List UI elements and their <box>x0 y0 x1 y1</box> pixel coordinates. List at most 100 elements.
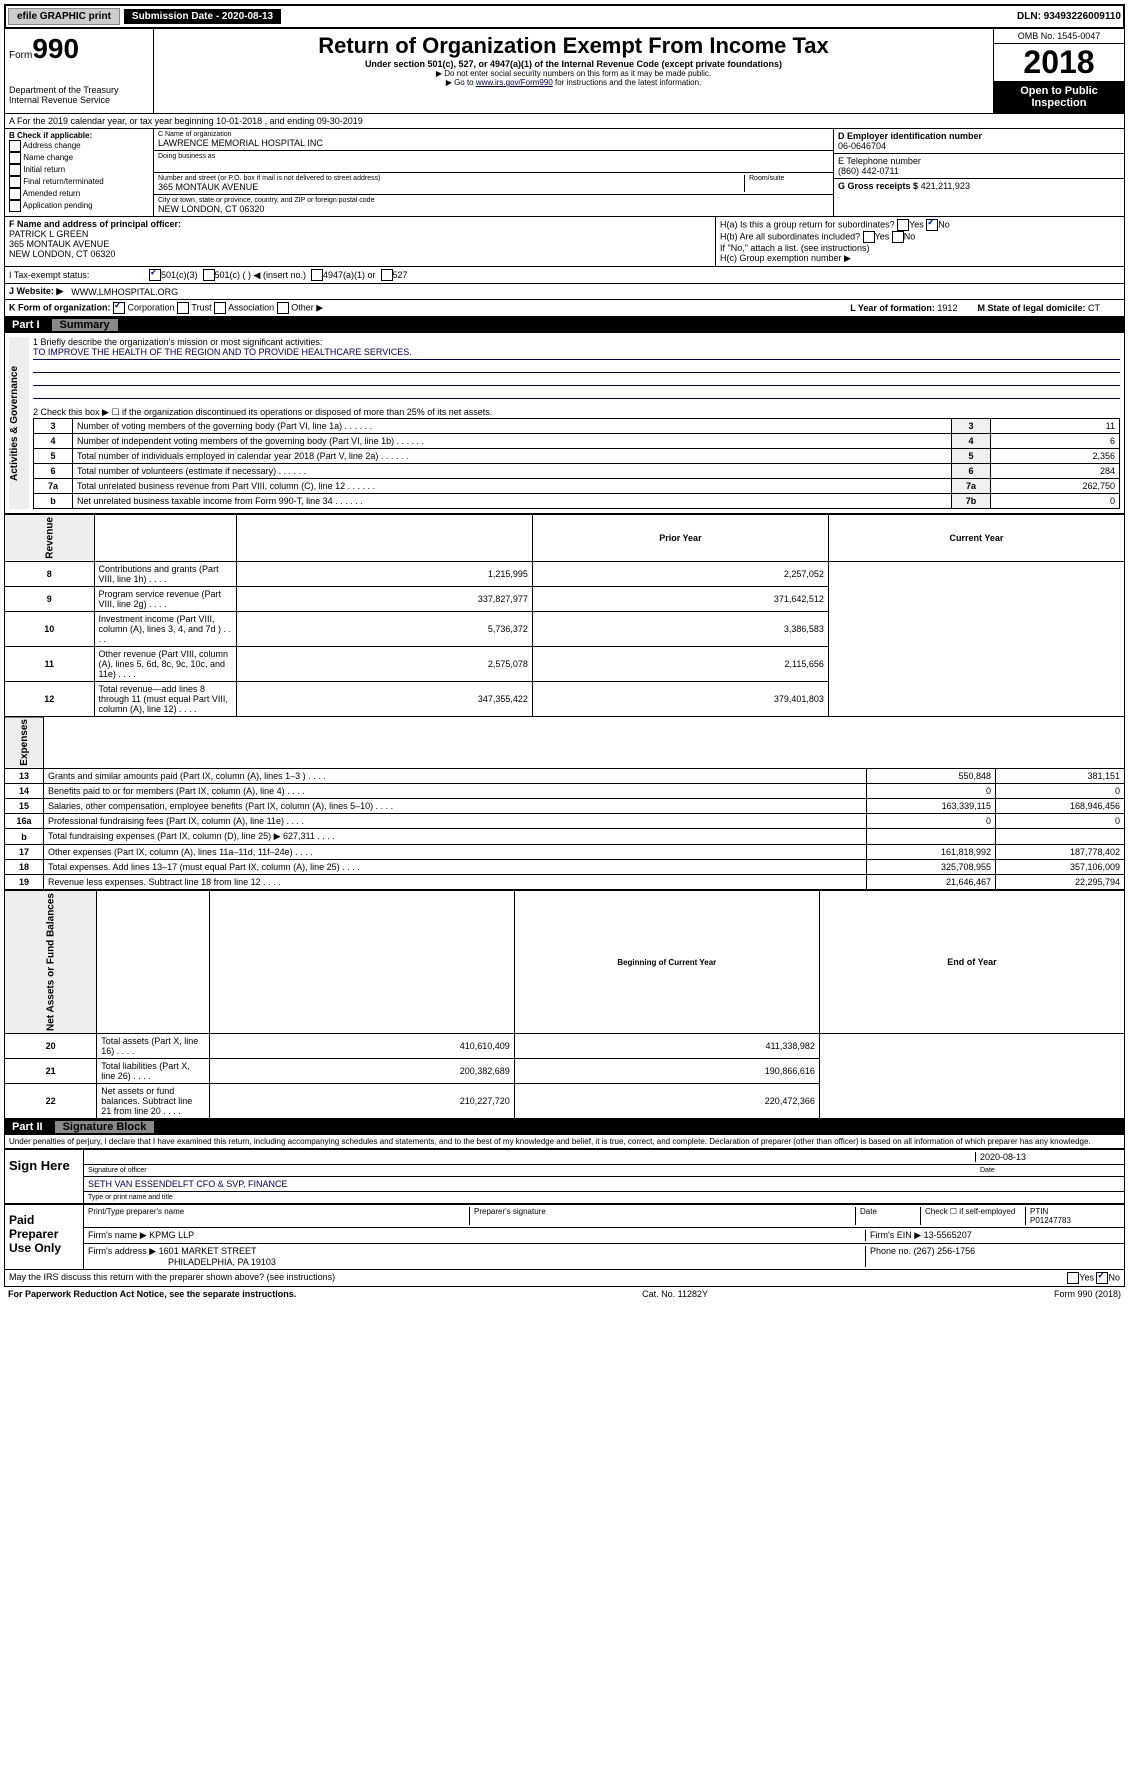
table-row: bTotal fundraising expenses (Part IX, co… <box>5 829 1125 845</box>
hb-note: If "No," attach a list. (see instruction… <box>720 243 1120 253</box>
opt-501c3[interactable]: 501(c)(3) <box>161 270 198 280</box>
sign-here-label: Sign Here <box>5 1150 83 1203</box>
dln: DLN: 93493226009110 <box>1017 11 1121 22</box>
m-value: CT <box>1088 303 1100 313</box>
discuss-q: May the IRS discuss this return with the… <box>9 1272 335 1284</box>
org-form-row: K Form of organization: Corporation Trus… <box>4 300 1125 317</box>
netassets-table: Net Assets or Fund Balances Beginning of… <box>4 890 1125 1119</box>
efile-button[interactable]: efile GRAPHIC print <box>8 8 120 25</box>
website-label: J Website: ▶ <box>9 286 71 297</box>
firm-addr-lbl: Firm's address ▶ <box>88 1246 156 1256</box>
officer-printed-name[interactable]: SETH VAN ESSENDELFT CFO & SVP, FINANCE <box>88 1179 288 1189</box>
table-row: 22Net assets or fund balances. Subtract … <box>5 1084 1125 1119</box>
form-label: Form <box>9 50 32 61</box>
website-value: WWW.LMHOSPITAL.ORG <box>71 287 178 297</box>
table-row: 19Revenue less expenses. Subtract line 1… <box>5 875 1125 890</box>
summary-line: 5Total number of individuals employed in… <box>34 449 1120 464</box>
box-b-label: B Check if applicable: <box>9 131 149 140</box>
ein-value: 06-0646704 <box>838 141 1120 151</box>
table-row: 8Contributions and grants (Part VIII, li… <box>5 561 1125 586</box>
hc-label: H(c) Group exemption number ▶ <box>720 253 1120 264</box>
date-lbl: Date <box>976 1167 1120 1174</box>
org-name: LAWRENCE MEMORIAL HOSPITAL INC <box>158 138 829 148</box>
firm-addr: 1601 MARKET STREET <box>159 1246 257 1256</box>
gov-label: Activities & Governance <box>9 337 29 509</box>
table-row: 9Program service revenue (Part VIII, lin… <box>5 586 1125 611</box>
summary-line: 4Number of independent voting members of… <box>34 434 1120 449</box>
form-header: Form990 Department of the Treasury Inter… <box>4 29 1125 114</box>
hdr-eoy: End of Year <box>819 891 1124 1034</box>
note-goto-pre: ▶ Go to <box>446 78 476 87</box>
officer-addr1: 365 MONTAUK AVENUE <box>9 239 711 249</box>
officer-addr2: NEW LONDON, CT 06320 <box>9 249 711 259</box>
opt-501c[interactable]: 501(c) ( ) ◀ (insert no.) <box>215 270 306 281</box>
entity-info: B Check if applicable: Address change Na… <box>4 129 1125 217</box>
mission-box: Activities & Governance 1 Briefly descri… <box>4 333 1125 514</box>
ha-label: H(a) Is this a group return for subordin… <box>720 219 895 229</box>
table-row: 13Grants and similar amounts paid (Part … <box>5 769 1125 784</box>
footer-right: Form 990 (2018) <box>1054 1289 1121 1299</box>
part1-header: Part ISummary <box>4 317 1125 333</box>
form-subtitle: Under section 501(c), 527, or 4947(a)(1)… <box>158 59 989 69</box>
summary-line: bNet unrelated business taxable income f… <box>34 494 1120 509</box>
table-row: 15Salaries, other compensation, employee… <box>5 799 1125 814</box>
website-row: J Website: ▶ WWW.LMHOSPITAL.ORG <box>4 284 1125 300</box>
table-row: 21Total liabilities (Part X, line 26) . … <box>5 1059 1125 1084</box>
summary-line: 7aTotal unrelated business revenue from … <box>34 479 1120 494</box>
discuss-ans: No <box>1108 1273 1120 1283</box>
table-row: 17Other expenses (Part IX, column (A), l… <box>5 845 1125 860</box>
note-goto-post: for instructions and the latest informat… <box>553 78 702 87</box>
line2: 2 Check this box ▶ ☐ if the organization… <box>33 407 1120 418</box>
table-row: 20Total assets (Part X, line 16) . . . .… <box>5 1034 1125 1059</box>
firm-addr2: PHILADELPHIA, PA 19103 <box>88 1257 276 1267</box>
opt-trust[interactable]: Trust <box>191 302 211 312</box>
chk-final[interactable]: Final return/terminated <box>9 176 149 188</box>
chk-pending[interactable]: Application pending <box>9 200 149 212</box>
chk-initial[interactable]: Initial return <box>9 164 149 176</box>
net-label: Net Assets or Fund Balances <box>5 891 97 1034</box>
paid-label: Paid Preparer Use Only <box>5 1205 83 1269</box>
opt-assoc[interactable]: Association <box>228 302 274 312</box>
dept-treasury: Department of the Treasury <box>9 85 149 95</box>
firm-phone: (267) 256-1756 <box>914 1246 976 1256</box>
hb-label: H(b) Are all subordinates included? <box>720 231 860 241</box>
firm-name: KPMG LLP <box>149 1230 194 1240</box>
opt-527[interactable]: 527 <box>393 270 408 280</box>
footer-left: For Paperwork Reduction Act Notice, see … <box>8 1289 296 1299</box>
table-row: 10Investment income (Part VIII, column (… <box>5 611 1125 646</box>
opt-corp[interactable]: Corporation <box>128 302 175 312</box>
summary-line: 3Number of voting members of the governi… <box>34 419 1120 434</box>
officer-label: F Name and address of principal officer: <box>9 219 711 229</box>
form-number: 990 <box>32 33 79 64</box>
opt-other[interactable]: Other ▶ <box>291 302 323 312</box>
expense-table: Expenses 13Grants and similar amounts pa… <box>4 717 1125 891</box>
opt-4947[interactable]: 4947(a)(1) or <box>323 270 376 280</box>
instructions-link[interactable]: www.irs.gov/Form990 <box>476 78 553 87</box>
status-label: I Tax-exempt status: <box>9 270 149 280</box>
chk-name[interactable]: Name change <box>9 152 149 164</box>
omb-number: OMB No. 1545-0047 <box>994 29 1124 44</box>
note-ssn: ▶ Do not enter social security numbers o… <box>158 69 989 78</box>
ptin-val: P01247783 <box>1030 1216 1071 1225</box>
revenue-table: Revenue Prior Year Current Year 8Contrib… <box>4 514 1125 717</box>
firm-name-lbl: Firm's name ▶ <box>88 1230 147 1240</box>
exp-label: Expenses <box>5 717 44 769</box>
table-row: 14Benefits paid to or for members (Part … <box>5 784 1125 799</box>
mission-text: TO IMPROVE THE HEALTH OF THE REGION AND … <box>33 347 1120 360</box>
officer-name: PATRICK L GREEN <box>9 229 711 239</box>
prep-name-hdr: Print/Type preparer's name <box>88 1207 469 1225</box>
footer: For Paperwork Reduction Act Notice, see … <box>4 1287 1125 1301</box>
officer-group-row: F Name and address of principal officer:… <box>4 217 1125 267</box>
org-address: 365 MONTAUK AVENUE <box>158 182 744 192</box>
prep-date-hdr: Date <box>855 1207 920 1225</box>
sign-date: 2020-08-13 <box>975 1152 1120 1162</box>
summary-line: 6Total number of volunteers (estimate if… <box>34 464 1120 479</box>
k-label: K Form of organization: <box>9 302 111 312</box>
city-label: City or town, state or province, country… <box>158 197 829 204</box>
sig-officer-lbl: Signature of officer <box>88 1167 976 1174</box>
discuss-row: May the IRS discuss this return with the… <box>4 1270 1125 1287</box>
perjury-text: Under penalties of perjury, I declare th… <box>4 1135 1125 1149</box>
chk-amended[interactable]: Amended return <box>9 188 149 200</box>
phone-label: E Telephone number <box>838 156 1120 166</box>
chk-address[interactable]: Address change <box>9 140 149 152</box>
